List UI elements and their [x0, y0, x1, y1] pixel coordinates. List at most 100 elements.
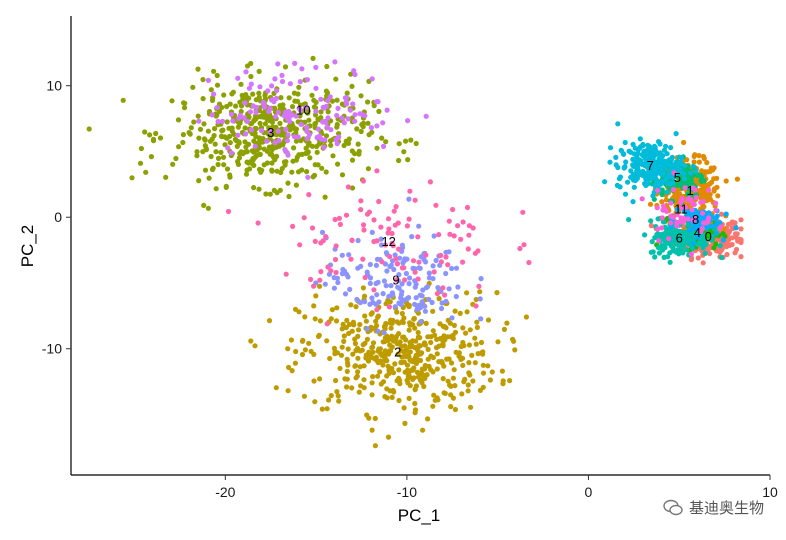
point-cluster-7	[631, 184, 637, 190]
point-cluster-3	[201, 121, 207, 127]
point-cluster-3	[237, 150, 243, 157]
point-cluster-6	[648, 218, 654, 224]
point-cluster-9	[399, 242, 405, 248]
point-cluster-2	[248, 338, 254, 344]
point-cluster-3	[324, 63, 330, 70]
point-cluster-0	[724, 251, 730, 258]
point-cluster-12	[410, 258, 417, 264]
point-cluster-2	[466, 342, 472, 348]
point-cluster-10	[265, 88, 271, 94]
point-cluster-11	[690, 218, 696, 224]
point-cluster-3	[349, 83, 355, 89]
point-cluster-9	[374, 292, 380, 298]
point-cluster-2	[352, 363, 358, 369]
point-cluster-12	[396, 246, 402, 252]
point-cluster-3	[138, 145, 144, 152]
point-cluster-1	[706, 192, 712, 198]
point-cluster-3	[224, 166, 231, 172]
point-cluster-1	[734, 176, 741, 182]
point-cluster-3	[169, 98, 175, 104]
point-cluster-12	[412, 197, 418, 203]
point-cluster-12	[394, 261, 400, 267]
point-cluster-9	[419, 299, 425, 305]
point-cluster-3	[277, 120, 283, 126]
point-cluster-10	[345, 116, 351, 122]
point-cluster-2	[480, 362, 486, 368]
point-cluster-1	[700, 195, 706, 201]
point-cluster-12	[337, 221, 343, 227]
point-cluster-8	[689, 211, 695, 217]
point-cluster-9	[400, 260, 406, 266]
point-cluster-2	[447, 382, 453, 388]
point-cluster-9	[347, 286, 353, 292]
point-cluster-1	[692, 152, 698, 158]
point-cluster-10	[228, 150, 234, 156]
point-cluster-3	[277, 103, 283, 109]
point-cluster-2	[463, 330, 469, 336]
point-cluster-3	[239, 92, 245, 98]
point-cluster-12	[451, 233, 457, 239]
point-cluster-2	[357, 348, 363, 354]
point-cluster-2	[361, 377, 367, 383]
point-cluster-0	[738, 226, 744, 232]
point-cluster-10	[304, 128, 310, 134]
point-cluster-12	[385, 216, 392, 222]
point-cluster-2	[334, 389, 340, 395]
point-cluster-3	[248, 73, 254, 80]
point-cluster-10	[384, 107, 390, 113]
point-cluster-10	[215, 118, 221, 125]
point-cluster-6	[684, 233, 690, 239]
point-cluster-2	[441, 363, 447, 369]
point-cluster-3	[220, 154, 227, 160]
point-cluster-12	[349, 237, 355, 243]
point-cluster-10	[287, 81, 293, 87]
point-cluster-0	[738, 254, 744, 260]
point-cluster-7	[613, 154, 619, 160]
point-cluster-10	[230, 118, 236, 124]
point-cluster-2	[390, 370, 397, 376]
point-cluster-3	[280, 132, 286, 138]
point-cluster-2	[441, 333, 447, 339]
point-cluster-10	[261, 104, 267, 110]
point-cluster-3	[298, 138, 304, 144]
point-cluster-12	[255, 220, 261, 226]
point-cluster-3	[200, 77, 206, 83]
point-cluster-2	[355, 369, 361, 375]
point-cluster-3	[348, 71, 354, 77]
point-cluster-3	[291, 125, 297, 131]
point-cluster-2	[495, 339, 501, 345]
point-cluster-12	[447, 231, 453, 237]
point-cluster-9	[413, 295, 419, 301]
point-cluster-3	[294, 154, 300, 160]
point-cluster-9	[345, 274, 351, 280]
point-cluster-3	[227, 133, 233, 139]
point-cluster-2	[469, 352, 475, 358]
point-cluster-10	[423, 113, 429, 119]
point-cluster-3	[238, 103, 245, 109]
point-cluster-10	[269, 97, 275, 103]
point-cluster-3	[315, 116, 321, 122]
point-cluster-3	[210, 165, 216, 171]
point-cluster-12	[360, 222, 367, 228]
point-cluster-9	[355, 265, 361, 271]
point-cluster-12	[476, 283, 482, 289]
point-cluster-12	[473, 303, 479, 309]
point-cluster-11	[660, 207, 666, 213]
point-cluster-0	[700, 260, 706, 266]
point-cluster-3	[212, 141, 218, 147]
point-cluster-2	[385, 363, 391, 369]
point-cluster-2	[362, 313, 368, 319]
point-cluster-3	[242, 125, 248, 131]
y-tick-label: 10	[46, 78, 62, 94]
cluster-label-4: 4	[694, 225, 701, 240]
point-cluster-2	[373, 318, 379, 324]
point-cluster-9	[373, 301, 379, 307]
point-cluster-1	[677, 191, 683, 197]
point-cluster-7	[614, 182, 621, 188]
point-cluster-2	[356, 389, 362, 395]
point-cluster-2	[413, 360, 419, 366]
point-cluster-3	[306, 117, 312, 123]
point-cluster-6	[676, 228, 683, 234]
point-cluster-12	[440, 285, 446, 291]
